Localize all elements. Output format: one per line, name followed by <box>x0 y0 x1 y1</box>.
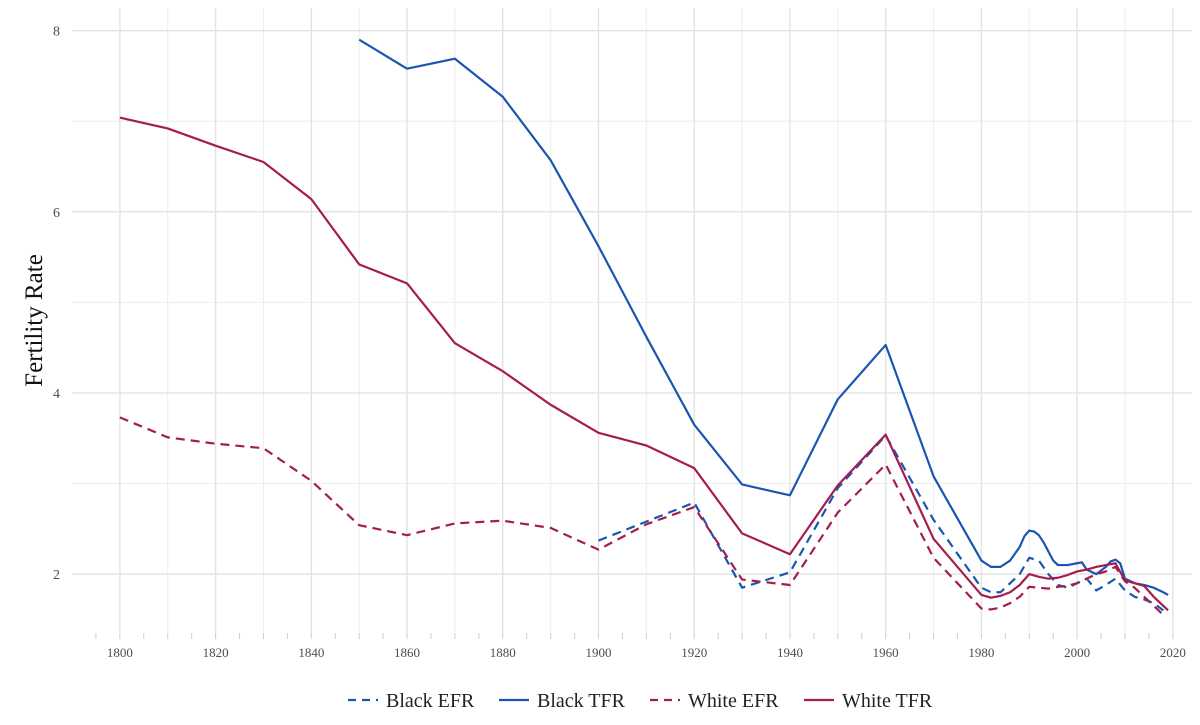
x-tick-label: 1940 <box>777 645 803 660</box>
x-tick-label: 1880 <box>490 645 516 660</box>
legend-label: Black EFR <box>386 690 475 712</box>
series-line-black-tfr <box>358 38 1169 596</box>
y-tick-label: 8 <box>53 25 60 40</box>
x-tick-label: 1980 <box>968 645 994 660</box>
series-lines <box>119 38 1169 616</box>
x-tick-label: 1900 <box>585 645 611 660</box>
x-tick-label: 1860 <box>394 645 420 660</box>
legend-label: White EFR <box>688 690 779 712</box>
x-tick-label: 1960 <box>873 645 899 660</box>
legend-label: Black TFR <box>537 690 626 712</box>
axes: 1800 1820 1840 1860 1880 1900 1920 1940 1960 1980… <box>21 25 1186 660</box>
x-tick-label: 1840 <box>298 645 324 660</box>
x-tick-label: 1820 <box>203 645 229 660</box>
y-tick-label: 4 <box>53 387 60 402</box>
x-tick-label: 2020 <box>1160 645 1186 660</box>
y-tick-label: 2 <box>53 568 60 583</box>
x-tick-label: 1800 <box>107 645 133 660</box>
series-line-white-efr <box>119 416 1165 616</box>
y-tick-label: 6 <box>53 206 60 221</box>
legend-label: White TFR <box>842 690 933 712</box>
legend: Black EFR Black TFR White EFR White TFR <box>348 690 933 712</box>
x-tick-label: 2000 <box>1064 645 1090 660</box>
series-line-black-efr <box>598 434 1164 612</box>
grid <box>72 8 1192 633</box>
y-axis-title: Fertility Rate <box>21 254 48 387</box>
x-tick-label: 1920 <box>681 645 707 660</box>
series-line-white-tfr <box>119 116 1169 612</box>
